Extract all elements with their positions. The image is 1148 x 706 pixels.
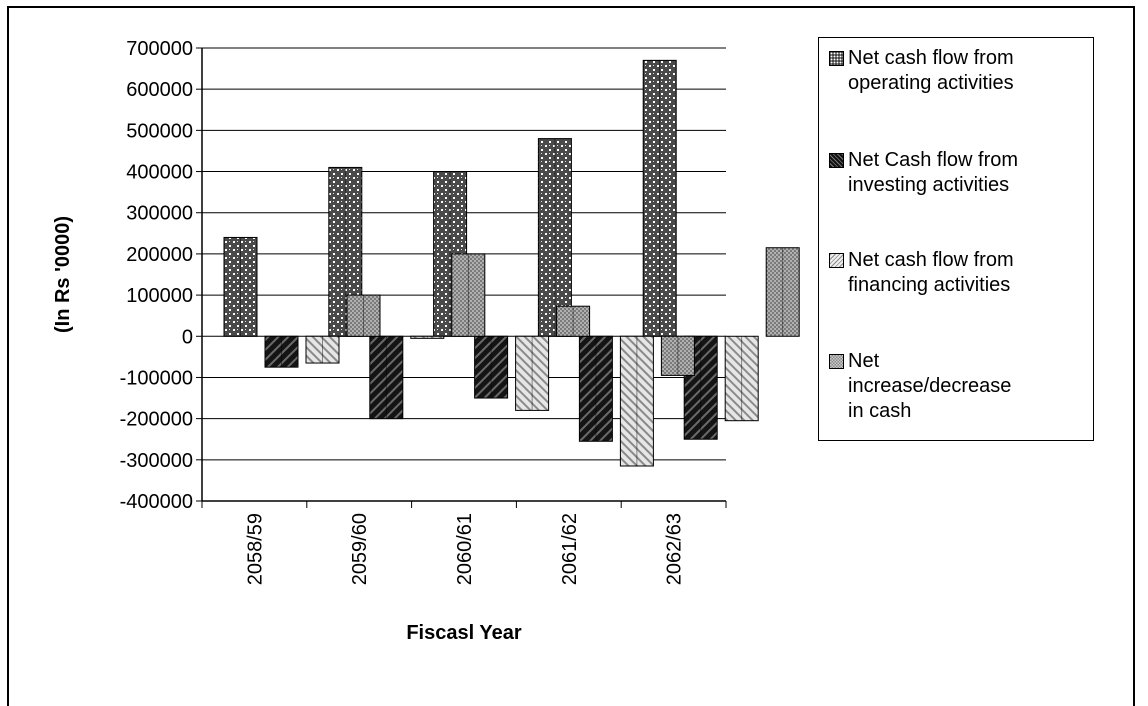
legend-swatch [829,354,844,369]
axes [196,47,727,508]
legend-label-line: financing activities [848,274,1011,296]
y-tick-label: -400000 [120,491,193,513]
y-tick-label: -100000 [120,367,193,389]
y-tick-label: 700000 [126,38,193,60]
legend-label-line: investing activities [848,174,1010,196]
category-label: 2059/60 [349,513,371,585]
legend-swatch [829,51,844,66]
y-tick-label: 400000 [126,162,193,184]
category-label: 2058/59 [244,513,266,585]
y-tick-label: 300000 [126,203,193,225]
legend-swatch [829,253,844,268]
y-tick-label: 100000 [126,285,193,307]
legend-swatch [829,153,844,168]
legend-label-line: in cash [848,400,912,422]
x-axis-title: Fiscasl Year [406,622,522,644]
legend-label: Net cash flow from financing activities [848,248,1088,298]
legend-label: Net cash flow from operating activities [848,46,1088,96]
y-axis-title: (In Rs '0000) [52,216,74,333]
axis-labels: 700000 600000 500000 400000 300000 200000 1000… [52,38,686,644]
legend-label-line: Net cash flow from [848,47,1014,69]
legend-label-line: increase/decrease [848,375,1012,397]
y-tick-label: 0 [182,326,193,348]
y-tick-label: 200000 [126,244,193,266]
bars [223,59,800,467]
y-tick-label: -200000 [120,409,193,431]
legend-label-line: Net [848,350,880,372]
y-tick-label: -300000 [120,450,193,472]
legend-label: Net increase/decrease in cash [848,349,1088,424]
category-label: 2061/62 [559,513,581,585]
legend-label-line: Net Cash flow from [848,149,1019,171]
legend-label-line: Net cash flow from [848,249,1014,271]
y-tick-label: 600000 [126,79,193,101]
category-label: 2062/63 [664,513,686,585]
legend-label: Net Cash flow from investing activities [848,148,1088,198]
category-label: 2060/61 [454,513,476,585]
chart-canvas: 700000 600000 500000 400000 300000 200000 1000… [52,38,800,644]
legend-label-line: operating activities [848,72,1014,94]
chart-frame [7,6,1135,706]
chart-legend: Net cash flow from operating activities Ne… [818,37,1094,441]
y-tick-label: 500000 [126,120,193,142]
